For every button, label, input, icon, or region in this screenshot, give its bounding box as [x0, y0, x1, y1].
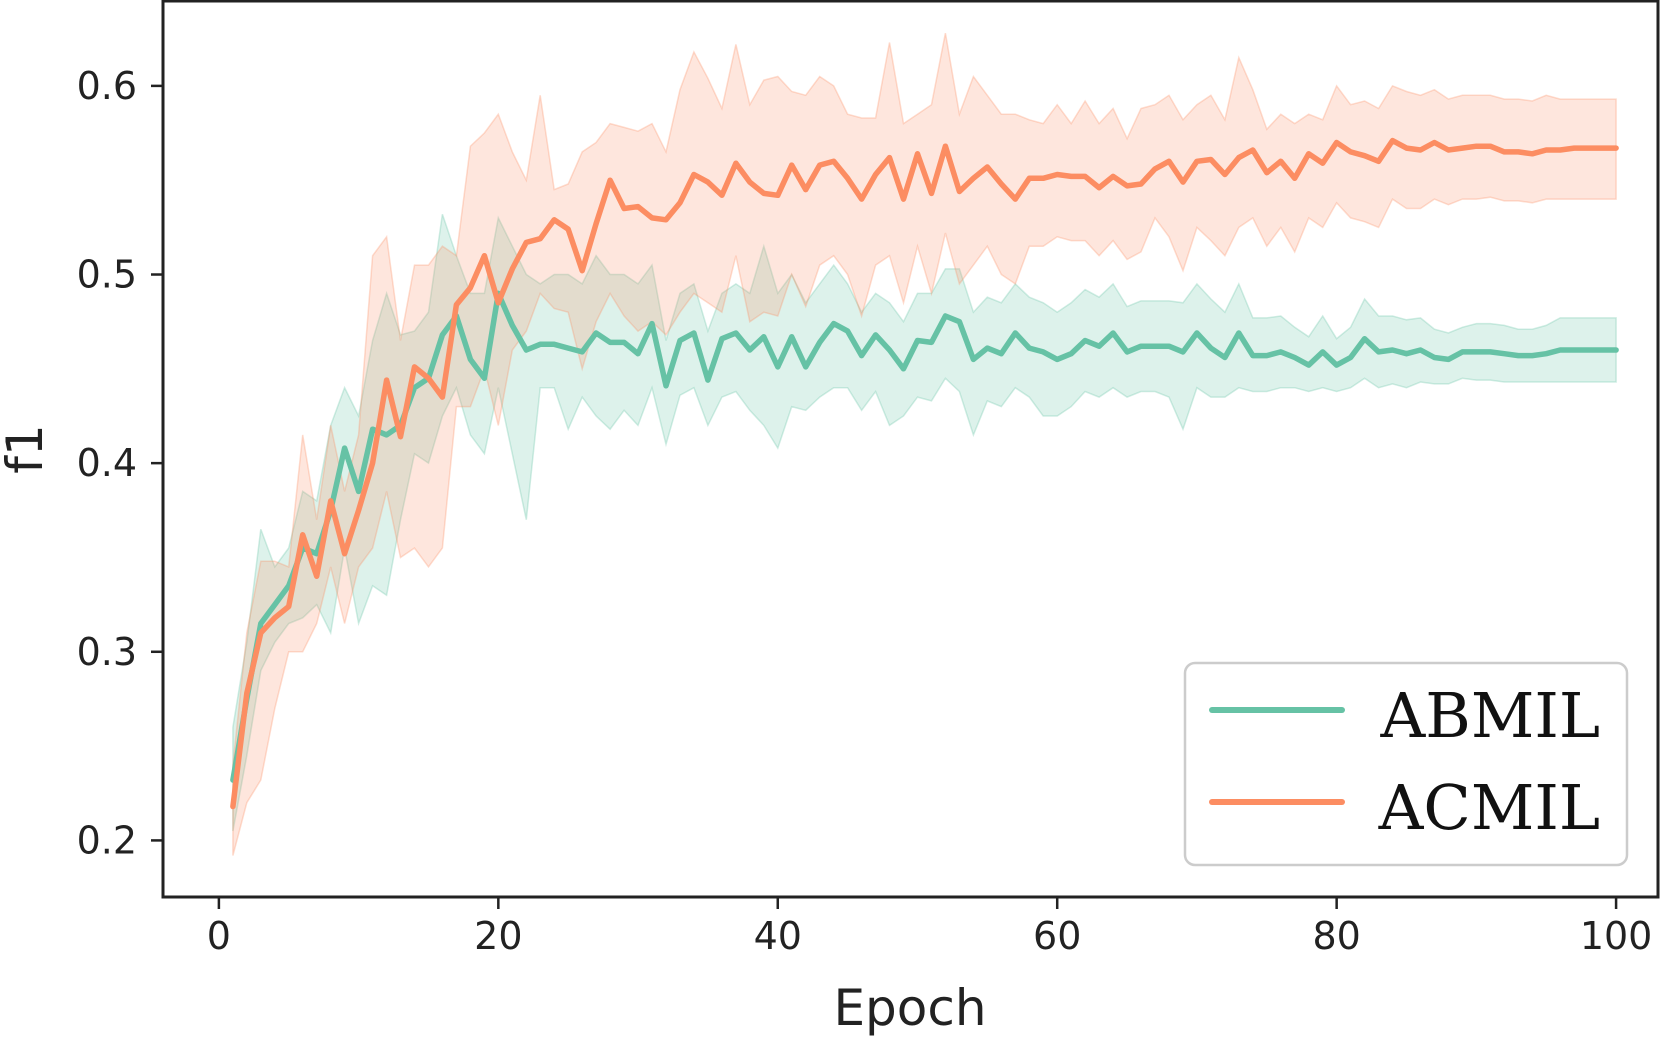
- y-tick-label: 0.2: [77, 818, 137, 862]
- legend-label-acmil: ACMIL: [1378, 771, 1600, 844]
- x-tick-label: 40: [754, 914, 802, 958]
- confidence-bands: [232, 32, 1617, 856]
- legend-box: [1183, 661, 1629, 867]
- plot-frame: [161, 0, 1660, 899]
- series-lines: [230, 137, 1619, 810]
- x-tick-label: 0: [207, 914, 231, 958]
- x-axis: 0 20 40 60 80 100: [207, 897, 1653, 958]
- x-axis-title: Epoch: [833, 979, 986, 1037]
- legend-label-abmil: ABMIL: [1380, 679, 1600, 752]
- y-tick-label: 0.5: [77, 253, 137, 297]
- series-line-acmil: [230, 137, 1619, 810]
- x-tick-label: 60: [1033, 914, 1081, 958]
- x-tick-label: 80: [1312, 914, 1360, 958]
- x-tick-label: 20: [474, 914, 522, 958]
- y-axis: 0.2 0.3 0.4 0.5 0.6: [77, 64, 163, 862]
- x-tick-label: 100: [1580, 914, 1653, 958]
- series-line-abmil: [230, 290, 1619, 783]
- legend: ABMIL ACMIL: [1183, 661, 1629, 867]
- y-tick-label: 0.6: [77, 64, 137, 108]
- y-axis-title: f1: [0, 424, 54, 473]
- band-abmil: [232, 213, 1617, 832]
- y-tick-label: 0.3: [77, 630, 137, 674]
- band-acmil: [232, 32, 1617, 856]
- y-tick-label: 0.4: [77, 441, 137, 485]
